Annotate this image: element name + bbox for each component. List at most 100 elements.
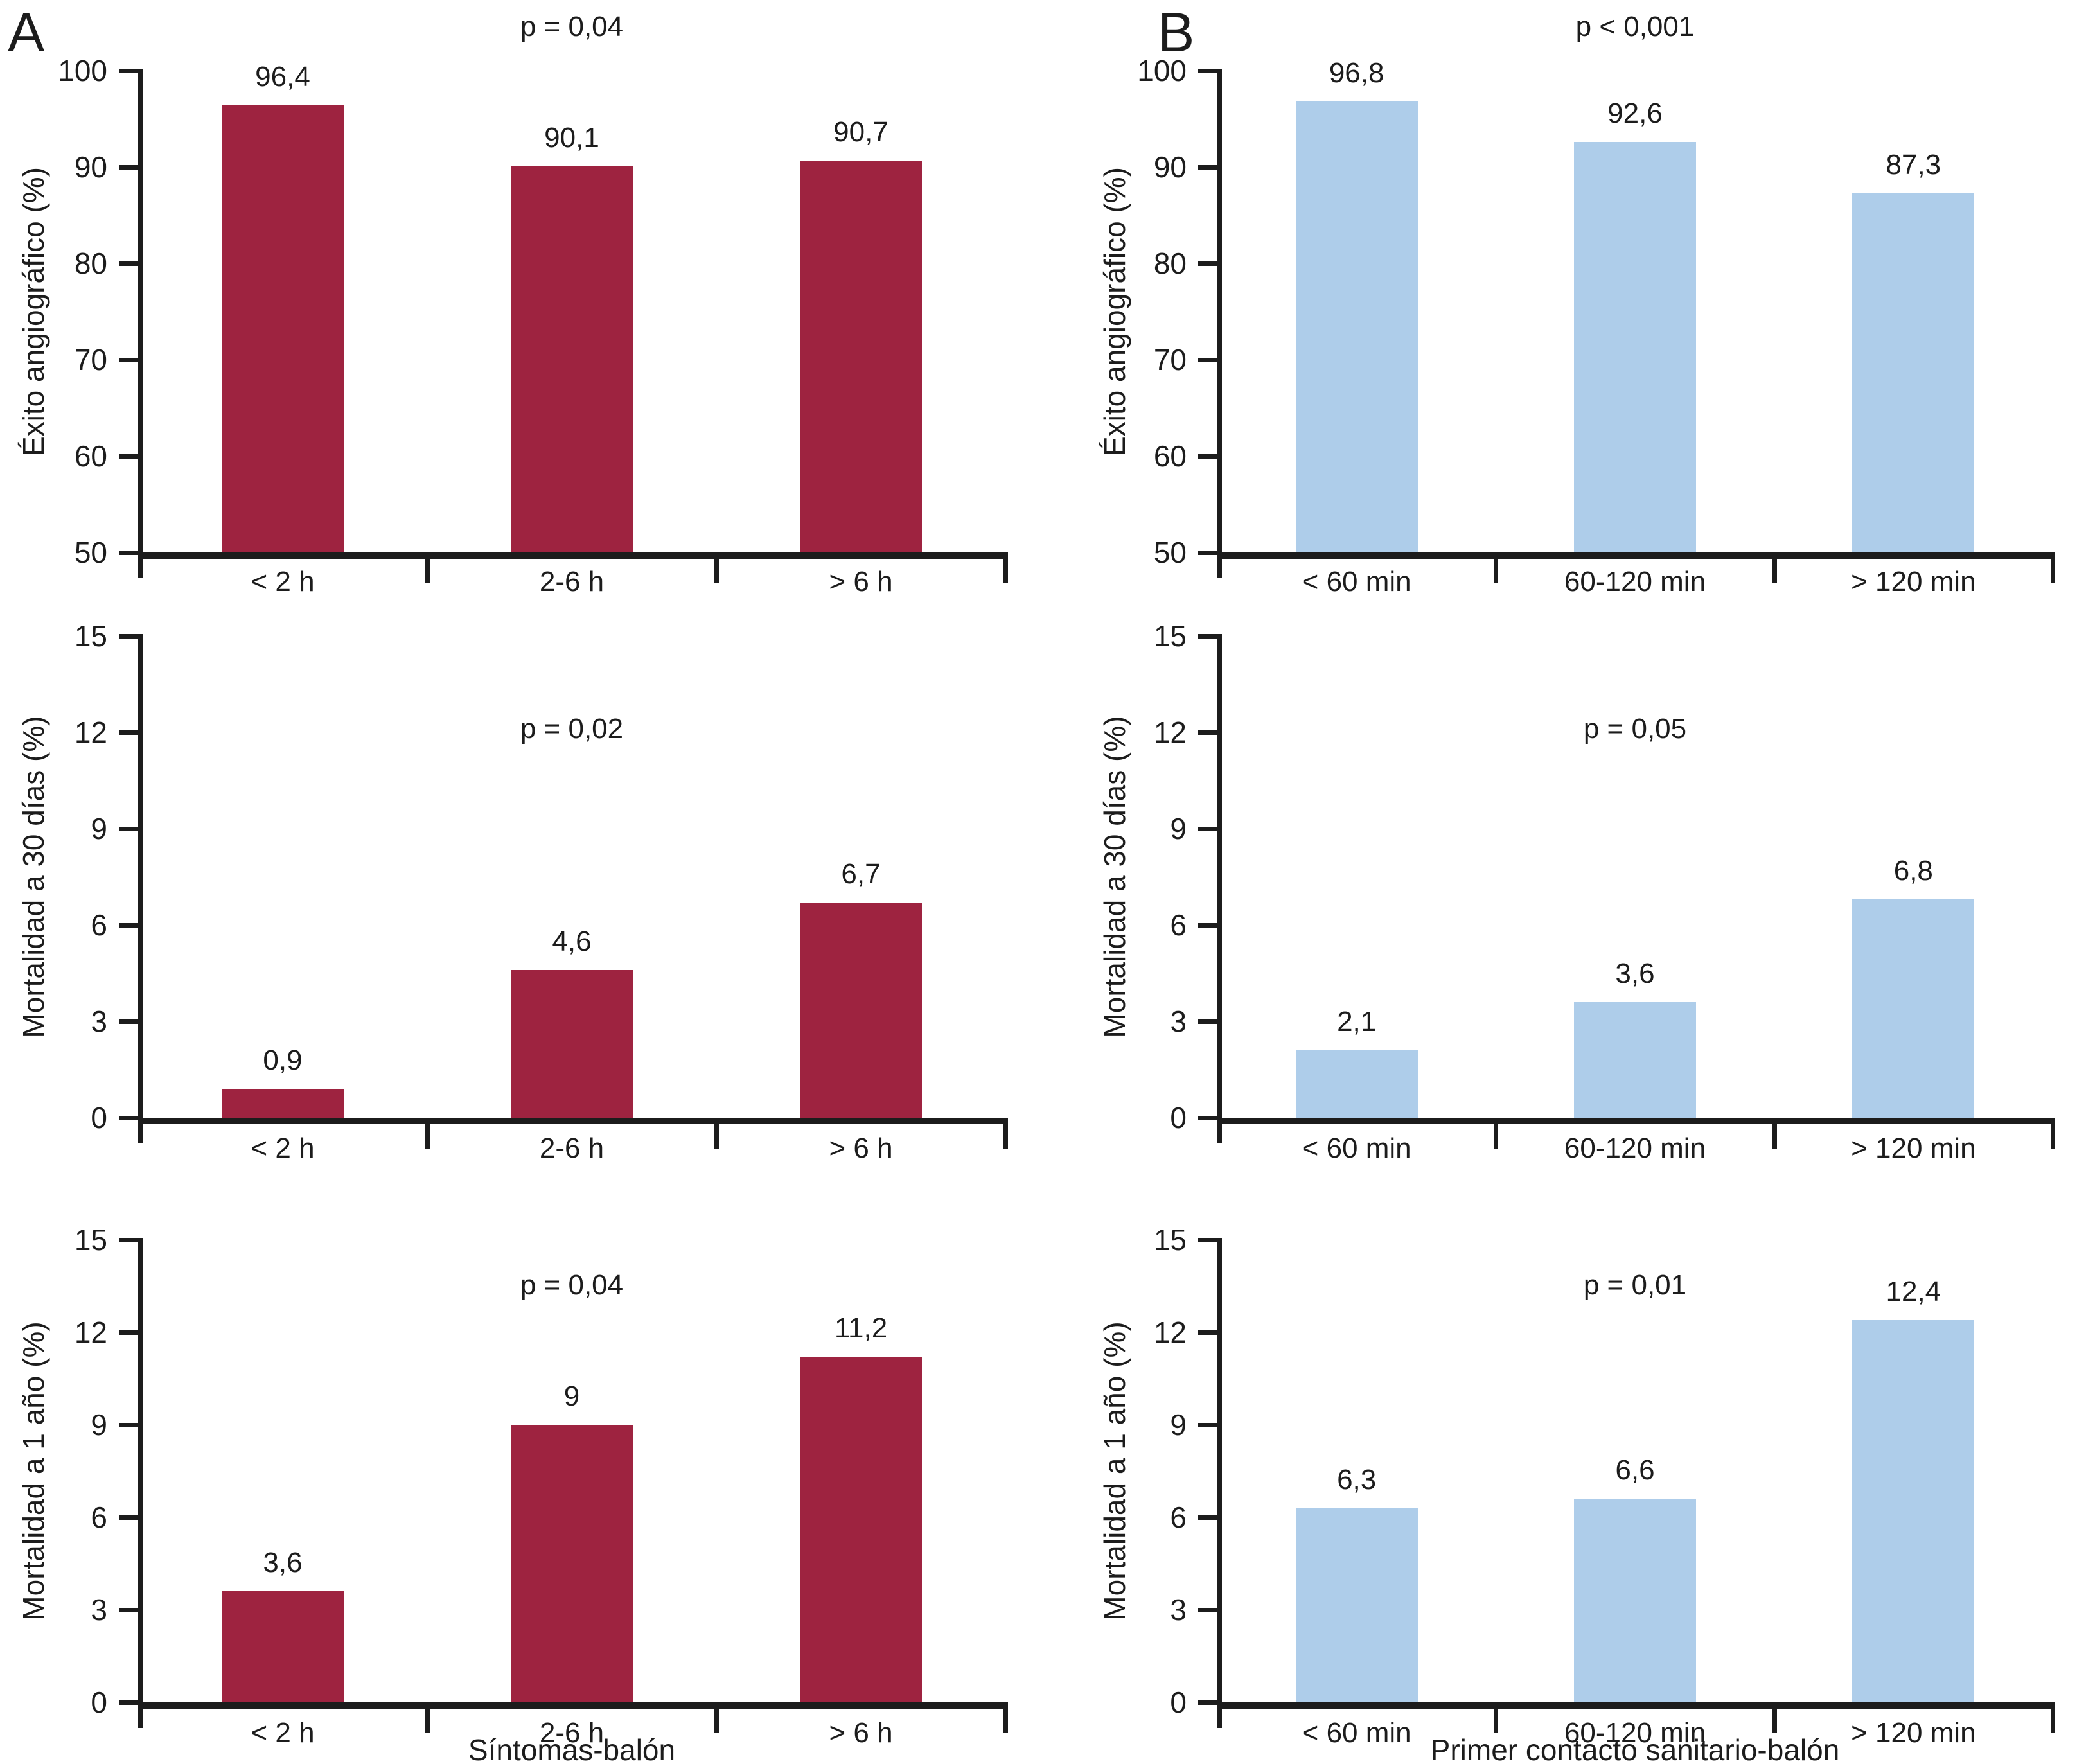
y-tick-label: 15 (74, 619, 107, 653)
x-axis-title: Síntomas-balón (468, 1733, 676, 1764)
p-value-label: p = 0,04 (520, 1269, 624, 1301)
y-tick-label: 6 (1170, 1501, 1187, 1534)
x-axis-line (1217, 1702, 2055, 1709)
bar (1852, 193, 1975, 552)
bar-value-label: 9 (563, 1380, 580, 1412)
y-tick-label: 12 (1153, 1316, 1187, 1349)
p-value-label: p = 0,02 (520, 713, 624, 745)
y-tick (1198, 1515, 1217, 1520)
x-tick (1494, 559, 1499, 583)
y-axis-title: Éxito angiográfico (%) (17, 167, 50, 456)
y-tick-label: 12 (74, 1316, 107, 1349)
bar (511, 970, 633, 1118)
y-tick-label: 9 (91, 1408, 107, 1442)
y-tick-label: 6 (91, 1501, 107, 1534)
x-axis-line (1217, 1118, 2055, 1124)
x-tick (1003, 559, 1008, 583)
x-tick (1772, 1124, 1777, 1149)
y-tick (119, 1515, 138, 1520)
p-value-label: p = 0,05 (1583, 713, 1687, 745)
y-tick-label: 12 (1153, 716, 1187, 749)
bar (1852, 899, 1975, 1118)
y-tick (119, 69, 138, 73)
category-label: 60-120 min (1564, 1133, 1706, 1164)
y-tick-label: 50 (74, 536, 107, 569)
y-tick (1198, 1238, 1217, 1242)
y-tick (1198, 1608, 1217, 1612)
category-label: < 60 min (1302, 566, 1411, 597)
bar (1574, 1499, 1696, 1702)
category-label: < 60 min (1302, 1717, 1411, 1749)
y-tick-label: 3 (1170, 1005, 1187, 1038)
category-label: > 120 min (1851, 566, 1976, 597)
y-axis-line (138, 69, 143, 578)
category-label: 2-6 h (539, 566, 605, 597)
y-tick-label: 3 (91, 1005, 107, 1038)
y-tick (1198, 923, 1217, 928)
y-tick (1198, 827, 1217, 831)
y-tick-label: 9 (1170, 1408, 1187, 1442)
category-label: 2-6 h (539, 1717, 605, 1749)
y-tick-label: 70 (1153, 343, 1187, 376)
bar (222, 105, 344, 552)
x-tick (1003, 1124, 1008, 1149)
bar-value-label: 12,4 (1886, 1275, 1941, 1307)
x-tick (1494, 1709, 1499, 1733)
y-axis-line (1217, 69, 1222, 578)
y-tick (119, 827, 138, 831)
y-tick-label: 0 (91, 1101, 107, 1134)
y-tick (119, 454, 138, 459)
p-value-label: p = 0,04 (520, 11, 624, 42)
bar (1295, 1050, 1418, 1118)
y-axis-line (138, 634, 143, 1143)
category-label: 60-120 min (1564, 566, 1706, 597)
bar-value-label: 6,8 (1893, 855, 1933, 886)
y-tick (119, 1019, 138, 1024)
y-axis-title: Éxito angiográfico (%) (1098, 167, 1131, 456)
bar (1574, 1002, 1696, 1118)
y-tick (1198, 165, 1217, 170)
category-label: > 120 min (1851, 1133, 1976, 1164)
y-tick (119, 1423, 138, 1427)
bar (1295, 1508, 1418, 1702)
x-axis-line (138, 1118, 1008, 1124)
y-tick-label: 15 (1153, 1223, 1187, 1257)
y-tick-label: 0 (1170, 1101, 1187, 1134)
y-axis-title: Mortalidad a 1 año (%) (17, 1321, 50, 1621)
y-tick (119, 634, 138, 639)
category-label: < 2 h (251, 1133, 315, 1164)
x-tick (2051, 1124, 2055, 1149)
x-tick (1772, 1709, 1777, 1733)
category-label: < 2 h (251, 566, 315, 597)
y-tick-label: 90 (1153, 150, 1187, 184)
x-axis-title: Primer contacto sanitario-balón (1430, 1733, 1840, 1764)
y-tick (1198, 1116, 1217, 1120)
bar (222, 1089, 344, 1118)
y-tick-label: 0 (91, 1686, 107, 1719)
x-axis-line (138, 1702, 1008, 1709)
bar-value-label: 3,6 (1615, 958, 1655, 989)
bar-value-label: 2,1 (1337, 1006, 1377, 1037)
p-value-label: p = 0,01 (1583, 1269, 1687, 1301)
x-tick (714, 1124, 719, 1149)
y-tick (119, 1238, 138, 1242)
y-tick-label: 60 (1153, 439, 1187, 473)
y-tick-label: 70 (74, 343, 107, 376)
bar-value-label: 6,6 (1615, 1454, 1655, 1486)
y-tick (119, 1116, 138, 1120)
bar-value-label: 11,2 (834, 1312, 888, 1345)
y-tick (119, 165, 138, 170)
y-tick-label: 3 (91, 1593, 107, 1627)
category-label: > 6 h (829, 1133, 893, 1164)
category-label: < 60 min (1302, 1133, 1411, 1164)
bar-value-label: 96,8 (1329, 57, 1384, 89)
y-tick-label: 9 (1170, 812, 1187, 845)
bar-value-label: 6,7 (841, 858, 881, 890)
category-label: 60-120 min (1564, 1717, 1706, 1749)
y-tick (1198, 634, 1217, 639)
